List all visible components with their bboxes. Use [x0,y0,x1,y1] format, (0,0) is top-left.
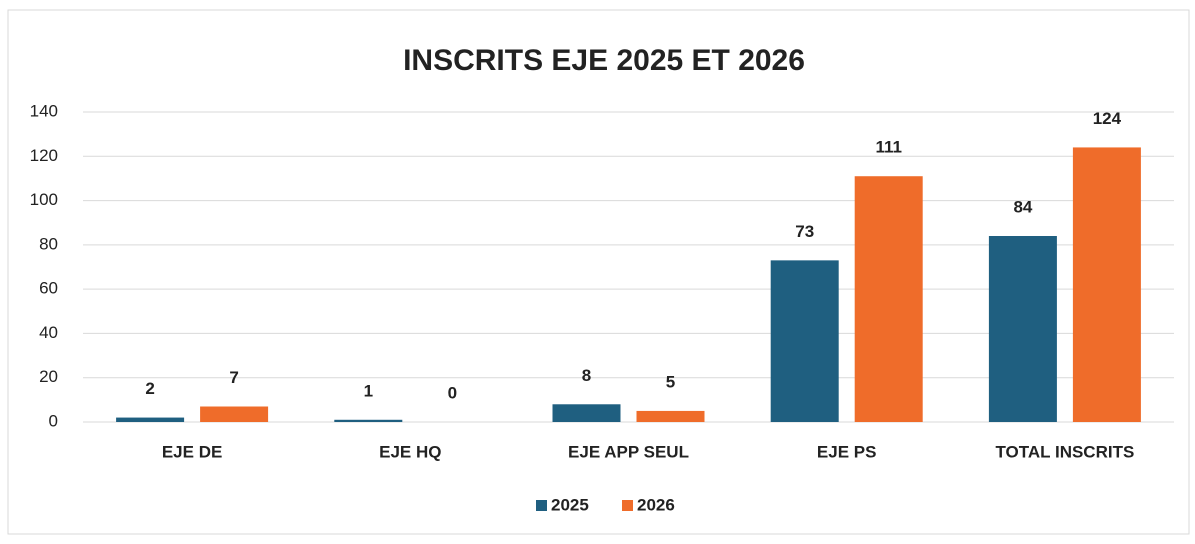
bar [1072,147,1141,422]
y-tick-label: 60 [39,279,58,298]
bar [334,419,403,422]
bar [552,404,621,422]
y-tick-label: 0 [49,411,58,430]
x-tick-label: EJE HQ [379,442,441,461]
legend-label: 2025 [551,495,589,514]
bar [770,260,839,422]
bar [200,406,269,422]
data-label: 2 [145,379,154,398]
y-tick-label: 120 [30,146,58,165]
legend-swatch [536,500,547,511]
chart-title: INSCRITS EJE 2025 ET 2026 [403,44,805,77]
y-tick-label: 100 [30,190,58,209]
x-tick-label: EJE PS [817,442,877,461]
bar [988,236,1057,422]
data-label: 0 [448,383,457,402]
y-tick-label: 80 [39,234,58,253]
data-label: 84 [1013,197,1032,216]
bar [116,417,185,422]
legend-swatch [622,500,633,511]
data-label: 73 [795,222,814,241]
data-label: 1 [364,381,373,400]
data-label: 5 [666,372,675,391]
data-label: 124 [1093,109,1122,128]
y-tick-label: 40 [39,323,58,342]
x-tick-label: TOTAL INSCRITS [995,442,1134,461]
x-tick-label: EJE APP SEUL [568,442,689,461]
data-label: 8 [582,366,591,385]
x-tick-label: EJE DE [162,442,222,461]
data-label: 7 [229,368,238,387]
bar [636,410,705,422]
y-tick-label: 20 [39,367,58,386]
legend-label: 2026 [637,495,675,514]
data-label: 111 [875,138,902,157]
y-tick-label: 140 [30,101,58,120]
bar [854,176,923,422]
